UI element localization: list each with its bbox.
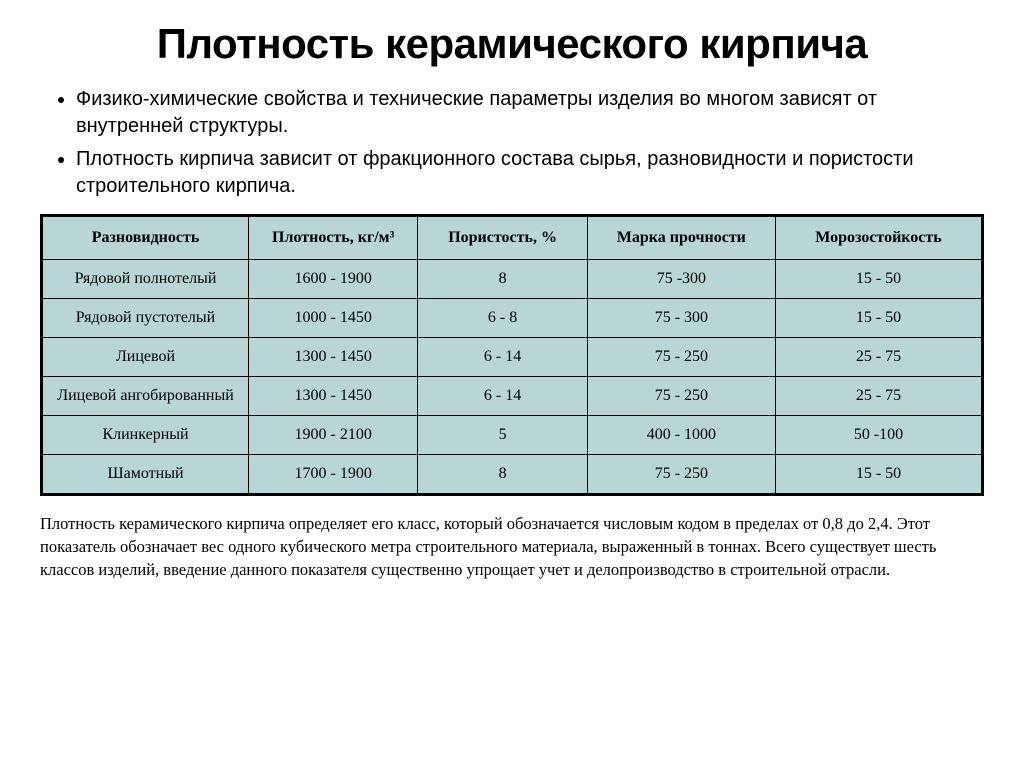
table-cell: 6 - 14	[418, 338, 587, 377]
bullet-list: Физико-химические свойства и технические…	[76, 86, 984, 200]
table-cell: Рядовой полнотелый	[42, 260, 249, 299]
page-title: Плотность керамического кирпича	[40, 20, 984, 68]
table-row: Лицевой ангобированный 1300 - 1450 6 - 1…	[42, 377, 983, 416]
bullet-item: Физико-химические свойства и технические…	[76, 86, 984, 140]
table-row: Рядовой пустотелый 1000 - 1450 6 - 8 75 …	[42, 299, 983, 338]
bullet-item: Плотность кирпича зависит от фракционног…	[76, 146, 984, 200]
table-row: Рядовой полнотелый 1600 - 1900 8 75 -300…	[42, 260, 983, 299]
table-cell: 50 -100	[775, 416, 982, 455]
table-body: Рядовой полнотелый 1600 - 1900 8 75 -300…	[42, 260, 983, 495]
table-row: Клинкерный 1900 - 2100 5 400 - 1000 50 -…	[42, 416, 983, 455]
table-cell: 75 - 250	[587, 338, 775, 377]
table-cell: 25 - 75	[775, 377, 982, 416]
table-header: Разновидность	[42, 216, 249, 260]
table-cell: Лицевой	[42, 338, 249, 377]
table-cell: Рядовой пустотелый	[42, 299, 249, 338]
table-header: Морозостойкость	[775, 216, 982, 260]
table-cell: 25 - 75	[775, 338, 982, 377]
density-table: Разновидность Плотность, кг/м³ Пористост…	[40, 214, 984, 496]
table-cell: 5	[418, 416, 587, 455]
table-cell: 8	[418, 455, 587, 495]
table-cell: 400 - 1000	[587, 416, 775, 455]
table-cell: 15 - 50	[775, 299, 982, 338]
table-cell: 1300 - 1450	[249, 338, 418, 377]
table-cell: 75 - 300	[587, 299, 775, 338]
table-cell: 1000 - 1450	[249, 299, 418, 338]
table-cell: 1700 - 1900	[249, 455, 418, 495]
table-header-row: Разновидность Плотность, кг/м³ Пористост…	[42, 216, 983, 260]
table-row: Шамотный 1700 - 1900 8 75 - 250 15 - 50	[42, 455, 983, 495]
table-cell: Лицевой ангобированный	[42, 377, 249, 416]
table-cell: 1900 - 2100	[249, 416, 418, 455]
table-cell: Клинкерный	[42, 416, 249, 455]
table-cell: 1600 - 1900	[249, 260, 418, 299]
table-row: Лицевой 1300 - 1450 6 - 14 75 - 250 25 -…	[42, 338, 983, 377]
table-header: Марка прочности	[587, 216, 775, 260]
table-cell: 75 - 250	[587, 377, 775, 416]
table-cell: 1300 - 1450	[249, 377, 418, 416]
table-cell: 6 - 14	[418, 377, 587, 416]
footer-paragraph: Плотность керамического кирпича определя…	[40, 512, 984, 581]
table-header: Пористость, %	[418, 216, 587, 260]
table-cell: Шамотный	[42, 455, 249, 495]
table-header: Плотность, кг/м³	[249, 216, 418, 260]
table-cell: 75 - 250	[587, 455, 775, 495]
table-cell: 15 - 50	[775, 455, 982, 495]
table-cell: 75 -300	[587, 260, 775, 299]
table-cell: 6 - 8	[418, 299, 587, 338]
table-cell: 8	[418, 260, 587, 299]
table-cell: 15 - 50	[775, 260, 982, 299]
